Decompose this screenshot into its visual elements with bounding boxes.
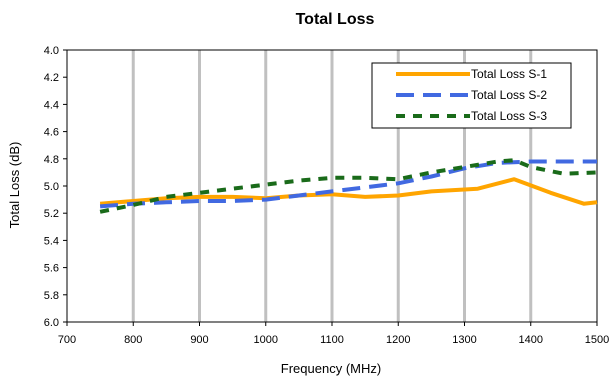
chart-title: Total Loss	[296, 11, 375, 28]
series-layer	[99, 158, 598, 214]
legend-label-s2: Total Loss S-2	[471, 88, 547, 102]
legend-label-s1: Total Loss S-1	[471, 67, 547, 81]
series-line-s1	[99, 177, 598, 206]
x-axis-label: Frequency (MHz)	[281, 361, 381, 376]
y-tick-label: 4.8	[44, 154, 59, 166]
y-tick-label: 5.4	[44, 235, 59, 247]
y-tick-label: 6.0	[44, 317, 59, 329]
y-tick-label: 4.6	[44, 127, 59, 139]
y-tick-label: 5.0	[44, 181, 59, 193]
series-line-s3	[99, 158, 598, 214]
legend: Total Loss S-1 Total Loss S-2 Total Loss S…	[371, 62, 572, 129]
x-tick-label: 700	[58, 334, 76, 346]
x-axis: 700 800 900 1000 1100 1200 1300 1400 1500	[58, 322, 609, 346]
x-tick-label: 1400	[519, 334, 543, 346]
series-line-s2	[99, 159, 597, 209]
x-tick-label: 1300	[452, 334, 476, 346]
y-tick-label: 5.2	[44, 208, 59, 220]
legend-label-s3: Total Loss S-3	[471, 109, 547, 123]
y-tick-label: 5.8	[44, 290, 59, 302]
x-tick-label: 800	[124, 334, 142, 346]
y-axis-label: Total Loss (dB)	[7, 142, 22, 229]
y-tick-label: 5.6	[44, 263, 59, 275]
y-tick-label: 4.0	[44, 45, 59, 57]
x-tick-label: 1200	[386, 334, 410, 346]
x-tick-label: 1100	[320, 334, 344, 346]
x-tick-label: 1500	[585, 334, 609, 346]
y-tick-label: 4.2	[44, 72, 59, 84]
y-tick-label: 4.4	[44, 99, 59, 111]
x-tick-label: 900	[190, 334, 208, 346]
x-tick-label: 1000	[254, 334, 278, 346]
y-axis: 4.0 4.2 4.4 4.6 4.8 5.0 5.2 5.4 5.6 5.8 6.0	[44, 45, 67, 329]
